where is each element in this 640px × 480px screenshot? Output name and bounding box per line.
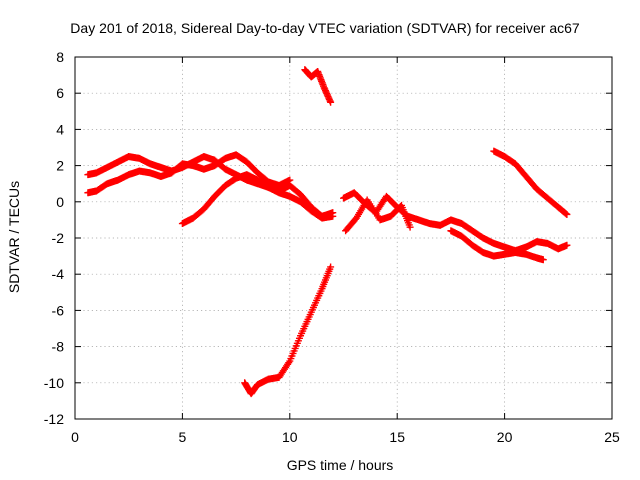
y-tick-label: 0 — [56, 194, 64, 210]
data-points — [84, 66, 571, 398]
data-point — [539, 256, 547, 264]
series-track-descend-right — [490, 147, 571, 218]
y-tick-label: -6 — [52, 302, 65, 318]
series-track-right — [340, 189, 571, 255]
x-axis-title: GPS time / hours — [287, 457, 394, 473]
data-point — [562, 210, 570, 218]
y-tick-label: -10 — [44, 375, 64, 391]
gridlines — [75, 57, 612, 419]
y-tick-label: 8 — [56, 49, 64, 65]
y-axis-title: SDTVAR / TECUs — [6, 181, 22, 293]
x-tick-label: 25 — [604, 429, 620, 445]
x-tick-label: 15 — [389, 429, 405, 445]
x-tick-label: 0 — [71, 429, 79, 445]
x-tick-label: 5 — [179, 429, 187, 445]
data-point — [286, 176, 294, 184]
x-tick-label: 10 — [282, 429, 298, 445]
data-point — [327, 98, 335, 106]
x-tick-label: 20 — [497, 429, 513, 445]
y-tick-label: 2 — [56, 158, 64, 174]
y-tick-label: 4 — [56, 121, 64, 137]
data-point — [327, 263, 335, 271]
y-tick-label: -8 — [52, 339, 65, 355]
data-point — [563, 241, 571, 249]
data-point — [285, 359, 293, 367]
y-tick-label: -12 — [44, 411, 64, 427]
series-track-top-short — [301, 66, 335, 106]
data-point — [329, 212, 337, 220]
axes: 0 5 10 15 20 25 -12 -10 -8 -6 -4 -2 0 2 4 6 8 — [44, 49, 620, 445]
series-track-rise-left — [178, 171, 337, 228]
data-point — [563, 210, 571, 218]
chart-title: Day 201 of 2018, Sidereal Day-to-day VTE… — [70, 20, 580, 36]
series-track-right-lower — [447, 227, 547, 264]
data-point — [406, 223, 414, 231]
y-tick-label: 6 — [56, 85, 64, 101]
series-track-main-lower — [84, 151, 294, 197]
series-track-deep-rise — [241, 263, 335, 398]
y-tick-label: -2 — [52, 230, 65, 246]
series-track-scattered — [342, 196, 414, 235]
y-tick-label: -4 — [52, 266, 65, 282]
